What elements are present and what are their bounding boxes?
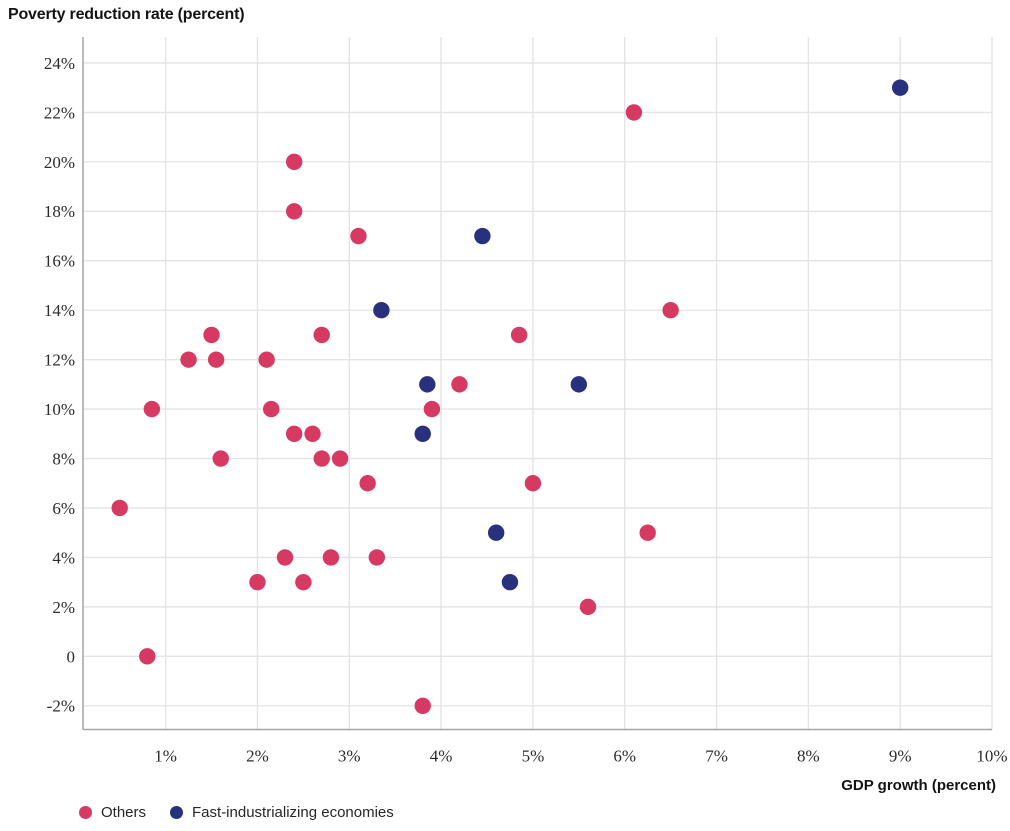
data-point [359,475,376,492]
data-point [414,425,431,443]
data-point [368,549,386,566]
fast-industrializing-series-dot-icon [170,806,184,819]
data-point [451,376,468,393]
data-point [662,301,679,319]
data-point [249,573,266,591]
data-point [322,549,340,566]
x-tick-label: 1% [154,746,177,765]
y-tick-label: 6% [52,499,75,518]
data-point [639,524,656,541]
x-tick-label: 7% [705,746,728,765]
x-tick-label: 4% [430,746,453,765]
others-series-dot-icon [79,806,92,819]
data-point [143,400,161,418]
y-tick-label: 20% [44,153,75,172]
data-point [487,524,505,541]
data-point [331,450,349,467]
x-tick-label: 10% [976,746,1007,765]
y-tick-label: 8% [52,449,75,468]
data-point [373,301,390,319]
data-point [258,351,275,368]
y-tick-label: 4% [52,548,75,567]
legend-item-fast-industrializing: Fast-industrializing economies [170,804,394,821]
data-point [423,400,441,418]
data-point [419,376,436,393]
data-point [474,227,491,245]
x-tick-label: 9% [889,746,912,765]
x-axis-title: GDP growth (percent) [841,777,996,794]
y-tick-label: 16% [44,252,75,271]
y-tick-label: 24% [44,54,75,73]
data-point [295,573,312,591]
data-point [207,351,225,368]
data-point [285,203,303,220]
data-point [180,351,197,368]
x-tick-label: 2% [246,746,269,765]
legend-label-fast-industrializing: Fast-industrializing economies [192,804,394,821]
data-point [414,697,431,714]
data-point [263,400,280,418]
chart-legend: Others Fast-industrializing economies [79,804,394,821]
chart-title: Poverty reduction rate (percent) [8,6,245,23]
y-tick-label: 22% [44,103,75,122]
data-point [625,104,643,121]
y-tick-label: 10% [44,400,75,419]
data-point [111,499,128,517]
y-tick-label: 2% [52,598,75,617]
data-point [304,425,321,443]
x-tick-label: 5% [522,746,545,765]
data-point [139,648,156,665]
y-tick-label: -2% [47,697,75,716]
legend-item-others: Others [79,804,146,821]
x-tick-label: 8% [797,746,820,765]
data-point [570,376,588,393]
data-point [212,450,229,467]
data-point [203,326,220,344]
x-tick-label: 3% [338,746,361,765]
data-point [313,326,330,344]
data-point [579,598,597,616]
x-tick-label: 6% [613,746,636,765]
y-tick-label: 12% [44,351,75,370]
data-point [891,79,909,96]
data-point [501,573,519,591]
data-point [276,549,294,566]
legend-label-others: Others [101,804,147,821]
data-point [510,326,528,344]
y-tick-label: 18% [44,202,75,221]
data-point [350,227,367,245]
y-tick-label: 0 [67,647,76,666]
data-point [285,425,303,443]
data-point [313,450,330,467]
data-point [285,153,303,171]
y-tick-label: 14% [44,301,75,320]
data-point [524,475,542,492]
